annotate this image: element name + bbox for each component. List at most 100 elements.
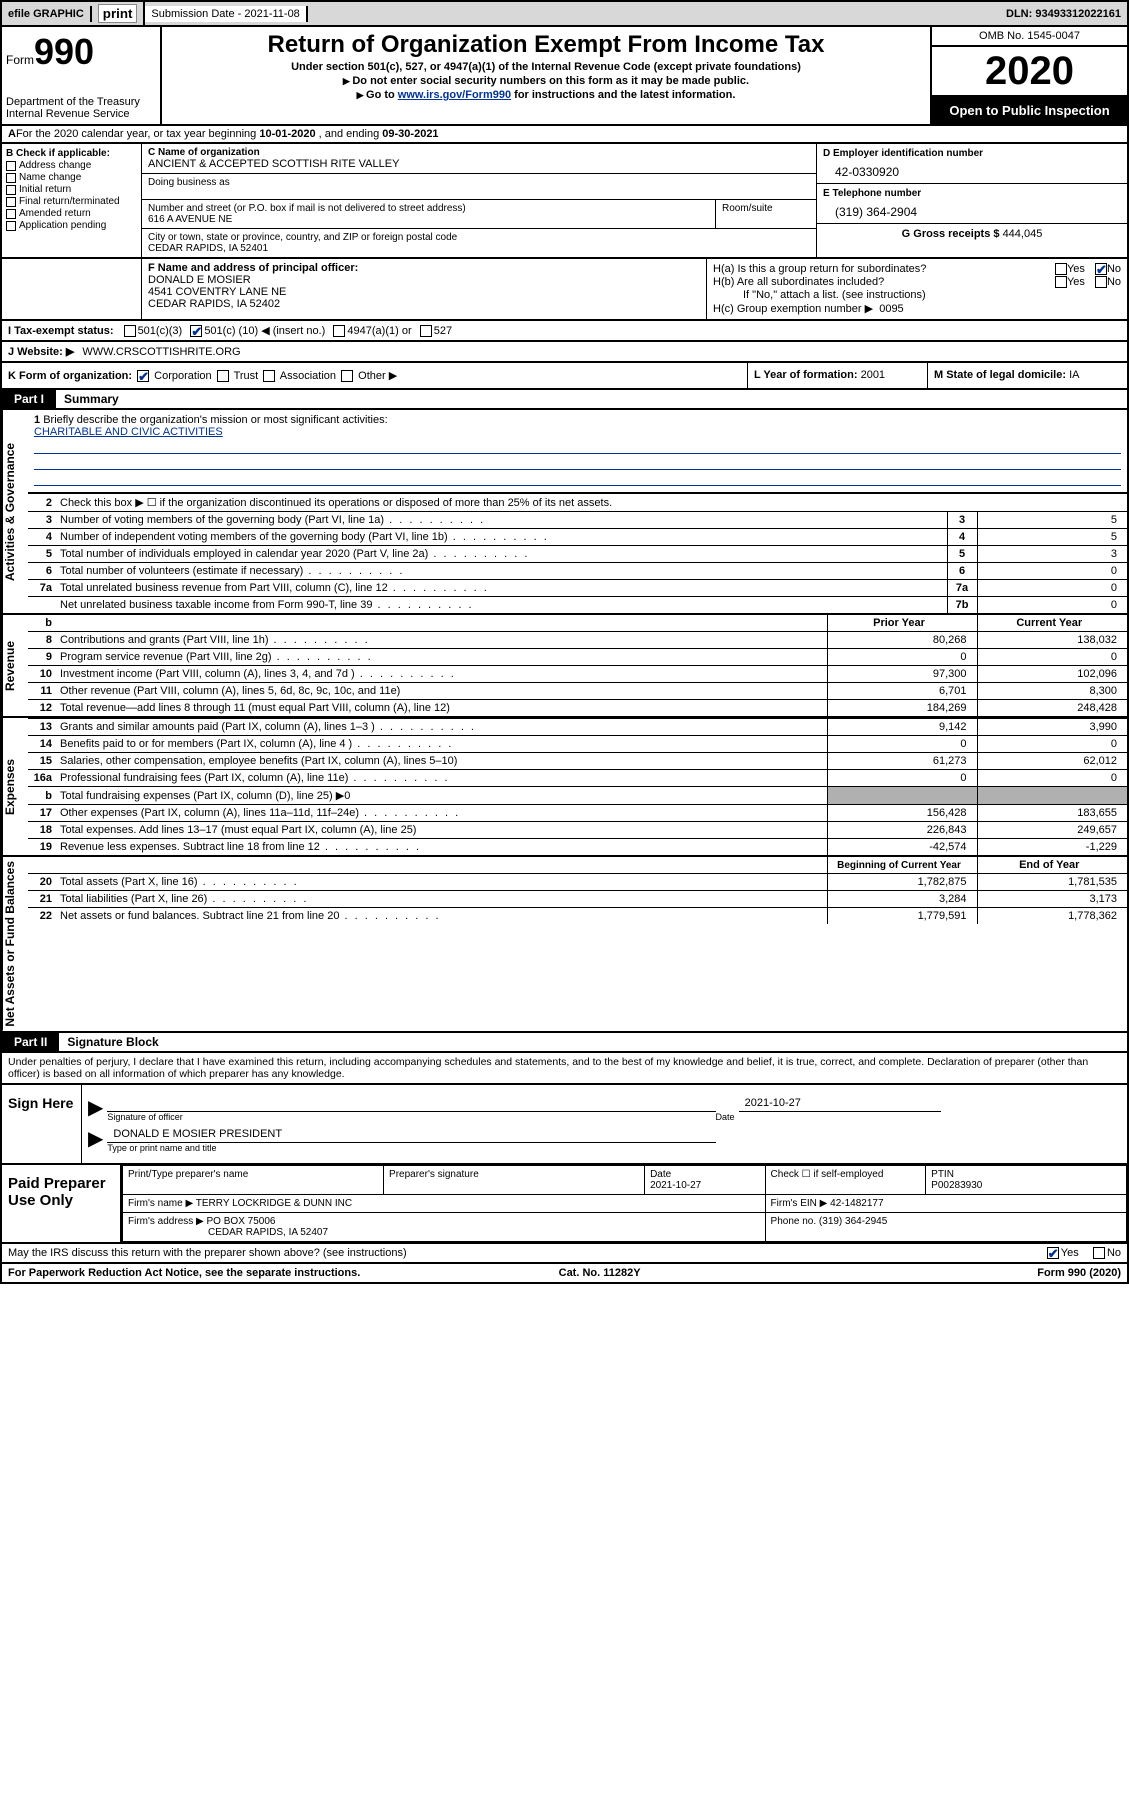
department: Department of the Treasury Internal Reve… — [6, 96, 156, 120]
officer-name: DONALD E MOSIER — [148, 274, 700, 286]
l-block: L Year of formation: 2001 — [747, 363, 927, 388]
hb-no[interactable] — [1095, 276, 1107, 288]
table-row: 9Program service revenue (Part VIII, lin… — [28, 649, 1127, 666]
form-id-block: Form 990 Department of the Treasury Inte… — [2, 27, 162, 124]
cb-final-return[interactable]: Final return/terminated — [6, 196, 137, 207]
declaration: Under penalties of perjury, I declare th… — [0, 1053, 1129, 1085]
tel-block: E Telephone number (319) 364-2904 — [817, 184, 1127, 224]
cb-initial-return[interactable]: Initial return — [6, 184, 137, 195]
part2-label: Part II — [2, 1033, 59, 1051]
netassets-section: Net Assets or Fund Balances Beginning of… — [0, 857, 1129, 1033]
table-row: 6Total number of volunteers (estimate if… — [28, 563, 1127, 580]
ha-no[interactable] — [1095, 263, 1107, 275]
dln: DLN: 93493312022161 — [1000, 6, 1127, 22]
table-row: 18Total expenses. Add lines 13–17 (must … — [28, 822, 1127, 839]
part2-header: Part II Signature Block — [0, 1033, 1129, 1053]
street-block: Number and street (or P.O. box if mail i… — [142, 200, 716, 228]
i-501c[interactable] — [190, 325, 202, 337]
cb-amended-return[interactable]: Amended return — [6, 208, 137, 219]
k-block: K Form of organization: Corporation Trus… — [2, 363, 747, 388]
k-other[interactable] — [341, 370, 353, 382]
website-value: WWW.CRSCOTTISHRITE.ORG — [82, 346, 240, 358]
footer-right: Form 990 (2020) — [1037, 1267, 1121, 1279]
firm-phone: Phone no. (319) 364-2945 — [765, 1212, 1126, 1241]
org-name: ANCIENT & ACCEPTED SCOTTISH RITE VALLEY — [148, 158, 810, 170]
col-b: B Check if applicable: Address change Na… — [2, 144, 142, 257]
hb-yes[interactable] — [1055, 276, 1067, 288]
print-button[interactable]: print — [98, 4, 138, 23]
preparer-table: Print/Type preparer's name Preparer's si… — [122, 1165, 1127, 1242]
mission-block: 1 Briefly describe the organization's mi… — [28, 410, 1127, 493]
i-4947[interactable] — [333, 325, 345, 337]
table-row: 17Other expenses (Part IX, column (A), l… — [28, 805, 1127, 822]
col-f: F Name and address of principal officer:… — [142, 259, 707, 319]
table-row: 15Salaries, other compensation, employee… — [28, 753, 1127, 770]
sign-block: Sign Here ▶ 2021-10-27 Signature of offi… — [0, 1085, 1129, 1165]
k-corp[interactable] — [137, 370, 149, 382]
cb-name-change[interactable]: Name change — [6, 172, 137, 183]
table-row: 20Total assets (Part X, line 16)1,782,87… — [28, 874, 1127, 891]
i-501c3[interactable] — [124, 325, 136, 337]
city-value: CEDAR RAPIDS, IA 52401 — [148, 243, 810, 254]
officer-signature[interactable] — [107, 1095, 715, 1112]
ha-yes[interactable] — [1055, 263, 1067, 275]
table-row: 10Investment income (Part VIII, column (… — [28, 666, 1127, 683]
side-revenue: Revenue — [2, 615, 28, 716]
row-a: AFor the 2020 calendar year, or tax year… — [0, 126, 1129, 144]
table-row: Net unrelated business taxable income fr… — [28, 597, 1127, 614]
table-row: 7aTotal unrelated business revenue from … — [28, 580, 1127, 597]
subtitle-3: Go to www.irs.gov/Form990 for instructio… — [170, 89, 922, 101]
side-governance: Activities & Governance — [2, 410, 28, 613]
prep-date: Date2021-10-27 — [645, 1165, 765, 1194]
part1-header: Part I Summary — [0, 390, 1129, 410]
footer-center: Cat. No. 11282Y — [559, 1267, 641, 1279]
subtitle-1: Under section 501(c), 527, or 4947(a)(1)… — [170, 61, 922, 73]
part1-label: Part I — [2, 390, 56, 408]
part2-title: Signature Block — [59, 1033, 166, 1051]
discuss-yes[interactable] — [1047, 1247, 1059, 1259]
prep-sig-label: Preparer's signature — [384, 1165, 645, 1194]
k-trust[interactable] — [217, 370, 229, 382]
table-row: 8Contributions and grants (Part VIII, li… — [28, 632, 1127, 649]
rev-table: bPrior YearCurrent Year 8Contributions a… — [28, 615, 1127, 716]
exp-table: 13Grants and similar amounts paid (Part … — [28, 718, 1127, 855]
instructions-link[interactable]: www.irs.gov/Form990 — [398, 89, 511, 101]
k-assoc[interactable] — [263, 370, 275, 382]
table-row: 16aProfessional fundraising fees (Part I… — [28, 770, 1127, 787]
officer-group-block: F Name and address of principal officer:… — [0, 259, 1129, 321]
prep-selfemp[interactable]: Check ☐ if self-employed — [765, 1165, 926, 1194]
tax-year: 2020 — [932, 47, 1127, 97]
table-row: 4Number of independent voting members of… — [28, 529, 1127, 546]
sig-arrow-icon: ▶ — [88, 1095, 103, 1122]
revenue-section: Revenue bPrior YearCurrent Year 8Contrib… — [0, 615, 1129, 718]
officer-addr1: 4541 COVENTRY LANE NE — [148, 286, 700, 298]
dba-block: Doing business as — [142, 174, 816, 200]
col-c: C Name of organization ANCIENT & ACCEPTE… — [142, 144, 817, 257]
sign-label: Sign Here — [2, 1085, 82, 1163]
i-527[interactable] — [420, 325, 432, 337]
prep-ptin: PTINP00283930 — [926, 1165, 1127, 1194]
table-row: 11Other revenue (Part VIII, column (A), … — [28, 683, 1127, 700]
efile-label: efile GRAPHIC — [2, 6, 92, 22]
mission-value: CHARITABLE AND CIVIC ACTIVITIES — [34, 426, 223, 438]
expenses-section: Expenses 13Grants and similar amounts pa… — [0, 718, 1129, 857]
side-expenses: Expenses — [2, 718, 28, 855]
firm-name: Firm's name ▶ TERRY LOCKRIDGE & DUNN INC — [123, 1194, 766, 1212]
suite-block: Room/suite — [716, 200, 816, 228]
ein-value: 42-0330920 — [823, 159, 1121, 179]
cb-application-pending[interactable]: Application pending — [6, 220, 137, 231]
hc-label: H(c) Group exemption number ▶ — [713, 302, 873, 315]
row-klm: K Form of organization: Corporation Trus… — [0, 363, 1129, 390]
form-title: Return of Organization Exempt From Incom… — [170, 31, 922, 59]
b-label: B Check if applicable: — [6, 148, 137, 159]
cb-address-change[interactable]: Address change — [6, 160, 137, 171]
prep-name-label: Print/Type preparer's name — [123, 1165, 384, 1194]
table-row: 5Total number of individuals employed in… — [28, 546, 1127, 563]
ein-block: D Employer identification number 42-0330… — [817, 144, 1127, 184]
sign-date: 2021-10-27 — [739, 1095, 942, 1112]
table-row: 13Grants and similar amounts paid (Part … — [28, 719, 1127, 736]
discuss-no[interactable] — [1093, 1247, 1105, 1259]
ha-label: H(a) Is this a group return for subordin… — [713, 263, 1055, 275]
col-h: H(a) Is this a group return for subordin… — [707, 259, 1127, 319]
table-row: 22Net assets or fund balances. Subtract … — [28, 908, 1127, 925]
